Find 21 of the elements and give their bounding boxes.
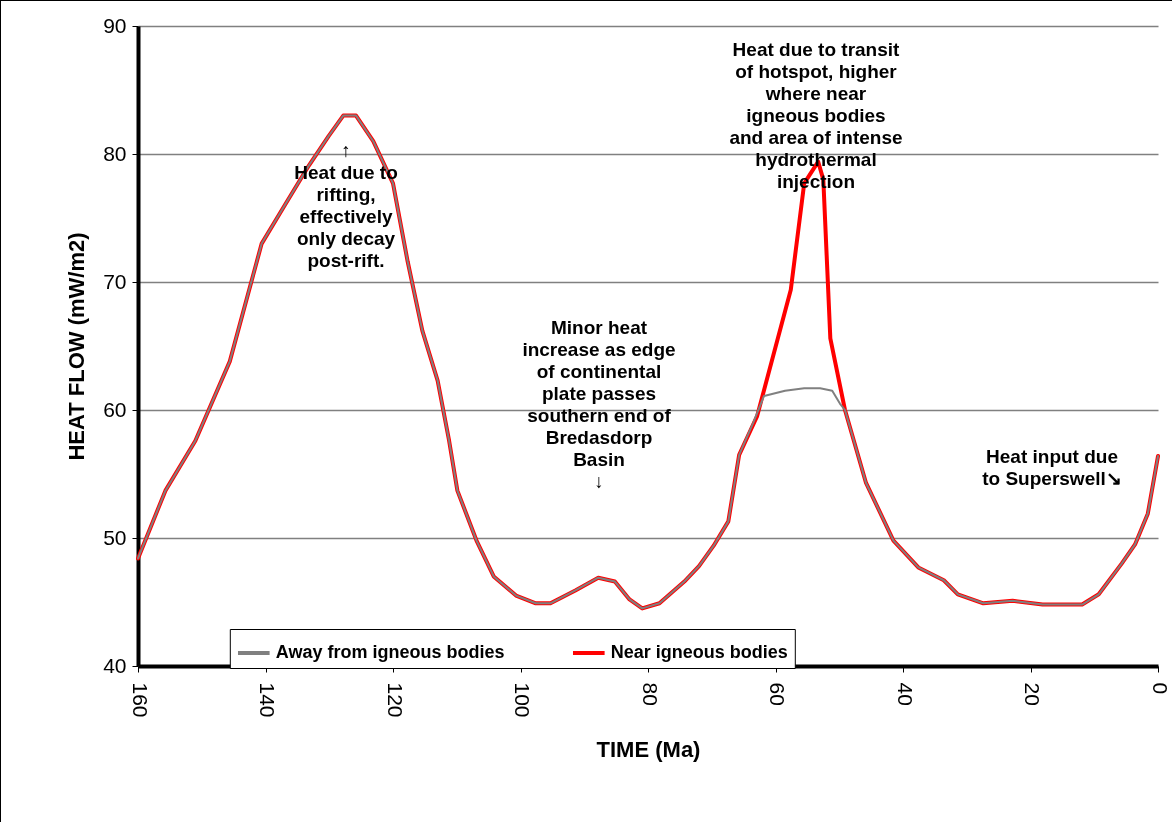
annotation: Heat input due to Superswell↘ <box>982 446 1122 489</box>
y-tick-label: 90 <box>103 13 127 37</box>
x-tick-label: 40 <box>893 682 917 706</box>
annotation: Minor heat increase as edge of continental plate passes southern end of Bredasdorp Basin ↓ <box>522 317 676 492</box>
x-tick-label: 80 <box>638 682 662 706</box>
y-tick-label: 60 <box>103 397 127 421</box>
x-tick-label: 120 <box>383 682 407 718</box>
x-tick-label: 160 <box>128 682 152 718</box>
legend-label: Near igneous bodies <box>610 642 788 662</box>
y-tick-label: 40 <box>103 653 127 677</box>
x-tick-label: 20 <box>1021 682 1044 706</box>
y-tick-label: 50 <box>103 525 127 549</box>
x-tick-label: 0 <box>1148 682 1172 695</box>
x-axis-title: TIME (Ma) <box>596 736 701 762</box>
x-tick-label: 140 <box>256 682 279 718</box>
x-tick-label: 100 <box>511 682 534 718</box>
y-axis-title: HEAT FLOW (mW/m2) <box>64 232 90 461</box>
x-tick-label: 60 <box>766 682 789 706</box>
y-tick-label: 70 <box>103 269 127 293</box>
legend-label: Away from igneous bodies <box>275 642 505 662</box>
y-tick-label: 80 <box>103 141 127 165</box>
